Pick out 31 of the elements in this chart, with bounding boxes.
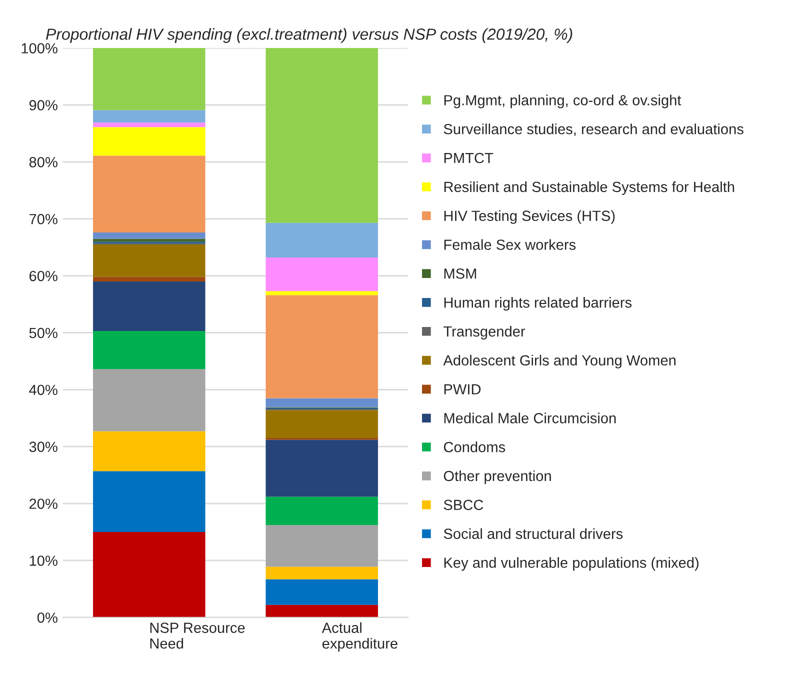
legend-label: Resilient and Sustainable Systems for Health bbox=[444, 181, 734, 195]
x-tick-label: Actual expenditure bbox=[322, 622, 398, 652]
legend-label: SBCC bbox=[444, 500, 484, 510]
legend-label: PWID bbox=[444, 384, 481, 394]
y-tick-label: 10% bbox=[30, 556, 58, 566]
legend-label: MSM bbox=[444, 268, 476, 279]
legend-label: HIV Testing Sevices (HTS) bbox=[444, 210, 615, 224]
legend-label: Adolescent Girls and Young Women bbox=[443, 354, 676, 368]
y-tick-label: 50% bbox=[29, 328, 58, 338]
legend-label: Surveillance studies, research and evaluations bbox=[444, 124, 744, 136]
y-tick-label: 70% bbox=[30, 214, 58, 224]
legend-label: Condoms bbox=[444, 442, 506, 452]
legend-label: Pg.Mgmt, planning, co-ord & ov.sight bbox=[444, 94, 682, 108]
y-tick-label: 40% bbox=[29, 384, 58, 396]
legend-label: Human rights related barriers bbox=[444, 297, 632, 311]
legend-label: Transgender bbox=[444, 326, 526, 340]
y-tick-label: 0% bbox=[37, 612, 58, 623]
y-tick-label: 80% bbox=[29, 156, 58, 168]
y-tick-label: 20% bbox=[29, 498, 58, 509]
y-tick-label: 100% bbox=[22, 43, 58, 54]
legend-label: PMTCT bbox=[444, 152, 494, 164]
x-tick-label: NSP Resource Need bbox=[150, 622, 245, 649]
legend-label: Medical Male Circumcision bbox=[444, 412, 616, 424]
legend-label: Female Sex workers bbox=[444, 239, 576, 250]
legend-label: Social and structural drivers bbox=[444, 528, 623, 539]
y-tick-label: 60% bbox=[29, 270, 58, 282]
legend-label: Other prevention bbox=[444, 470, 551, 484]
y-tick-label: 90% bbox=[29, 100, 58, 110]
legend-label: Key and vulnerable populations (mixed) bbox=[444, 557, 698, 571]
y-tick-label: 30% bbox=[29, 442, 58, 452]
chart-title: Proportional HIV spending (excl.treatment) versus NSP costs (2019/20, %) bbox=[46, 28, 572, 43]
